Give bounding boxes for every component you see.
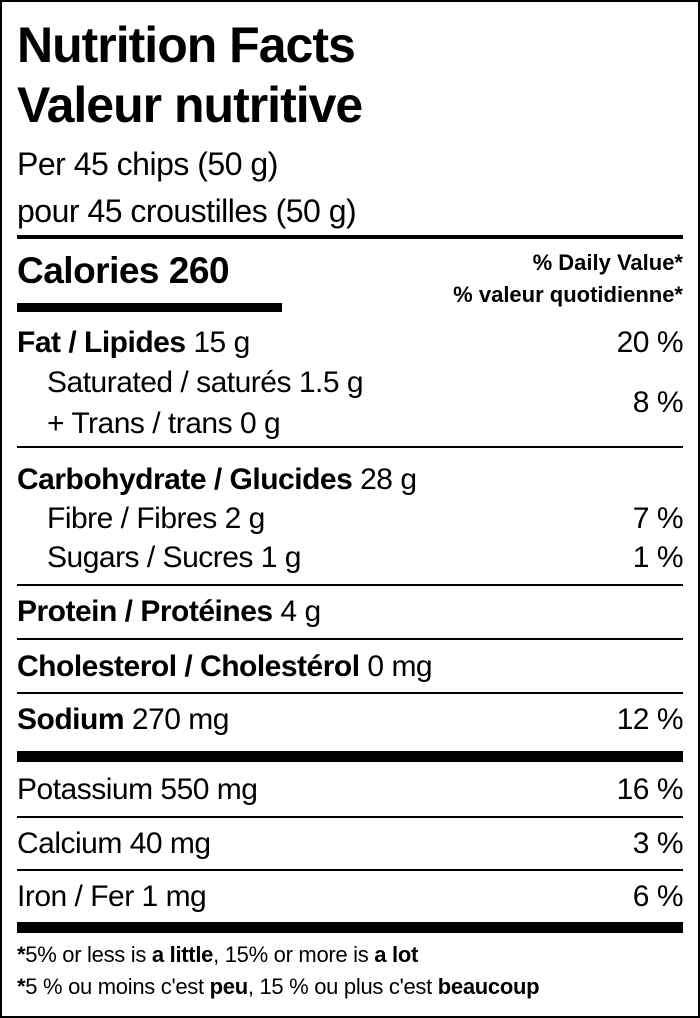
divider <box>17 869 683 871</box>
nutrient-row-cholesterol: Cholesterol / Cholestérol 0 mg <box>17 649 683 685</box>
serving-size-fr: pour 45 croustilles (50 g) <box>17 193 357 229</box>
nutrients-10-dv: 3 % <box>632 827 684 860</box>
nutrients-11-dv: 6 % <box>632 880 684 913</box>
nutrients-4-label: Fibre / Fibres <box>47 502 217 535</box>
footnote_fr-a: 5 % ou moins c'est <box>25 974 210 999</box>
daily-value-header-en: % Daily Value* <box>532 250 683 275</box>
nutrients-6-label: Protein / Protéines <box>17 595 273 628</box>
nutrients-1-label: Saturated / saturés <box>47 366 291 399</box>
nutrient-row-saturated-trans-dv: 8 % <box>17 385 684 421</box>
nutrient-row-saturated: Saturated / saturés 1.5 g <box>17 365 683 401</box>
nutrients-8-dv: 12 % <box>616 703 684 736</box>
title-fr: Valeur nutritive <box>17 77 363 133</box>
nutrient-row-calcium: Calcium 40 mg 3 % <box>17 826 684 862</box>
title-en: Nutrition Facts <box>17 17 356 73</box>
nutrients-5-label: Sugars / Sucres <box>47 541 253 574</box>
nutrients-6-amount: 4 g <box>280 595 321 628</box>
thick-divider <box>17 235 683 239</box>
nutrients-9-amount: 550 mg <box>160 773 258 806</box>
footnote_fr-star: * <box>17 974 26 999</box>
divider <box>17 638 683 640</box>
nutrients-9-label: Potassium <box>17 773 153 806</box>
daily-value-header-fr: % valeur quotidienne* <box>453 282 683 307</box>
footnote_en-a: 5% or less is <box>25 942 152 967</box>
nutrient-row-iron: Iron / Fer 1 mg 6 % <box>17 879 684 915</box>
footnote_fr-c: , 15 % ou plus c'est <box>247 974 438 999</box>
nutrients-2-label: + Trans / trans <box>47 407 233 440</box>
footnote_en-b: a little <box>151 942 214 967</box>
footnote_fr-b: peu <box>209 974 249 999</box>
nutrients-4-dv: 7 % <box>632 502 684 535</box>
nutrients-7-label: Cholesterol / Cholestérol <box>17 650 360 683</box>
nutrient-row-sugars: Sugars / Sucres 1 g 1 % <box>17 540 684 576</box>
divider <box>17 584 683 586</box>
nutrients-8-label: Sodium <box>17 703 125 736</box>
nutrients-0-dv: 20 % <box>616 326 684 359</box>
thick-divider <box>17 922 683 933</box>
calories: Calories 260 <box>17 248 230 294</box>
nutrients-5-amount: 1 g <box>260 541 302 574</box>
nutrients-4-amount: 2 g <box>224 502 266 535</box>
nutrients-1-amount: 1.5 g <box>298 366 364 399</box>
nutrients-2-amount: 0 g <box>239 407 281 440</box>
calories-bar <box>17 303 282 312</box>
footnote_en-d: a lot <box>374 942 418 967</box>
nutrients-11-label: Iron / Fer <box>17 880 134 913</box>
footnote-fr: *5 % ou moins c'est peu, 15 % ou plus c'… <box>17 972 540 1002</box>
nutrients-10-label: Calcium <box>17 827 122 860</box>
nutrients-0-label: Fat / Lipides <box>17 326 186 359</box>
footnote_en-star: * <box>17 942 26 967</box>
nutrient-row-fibre: Fibre / Fibres 2 g 7 % <box>17 501 684 537</box>
calories-label: Calories <box>17 250 160 291</box>
nutrients-7-amount: 0 mg <box>367 650 433 683</box>
nutrient-row-fat: Fat / Lipides 15 g 20 % <box>17 325 684 361</box>
nutrients-10-amount: 40 mg <box>129 827 211 860</box>
nutrient-row-sodium: Sodium 270 mg 12 % <box>17 702 684 738</box>
divider <box>17 692 683 694</box>
nutrient-row-potassium: Potassium 550 mg 16 % <box>17 772 684 808</box>
nutrient-row-protein: Protein / Protéines 4 g <box>17 594 683 630</box>
nutrients-11-amount: 1 mg <box>141 880 207 913</box>
nutrients-3-amount: 28 g <box>360 463 417 496</box>
footnote_en-c: , 15% or more is <box>213 942 375 967</box>
nutrients-0-amount: 15 g <box>193 326 250 359</box>
footnote-en: *5% or less is a little, 15% or more is … <box>17 940 418 970</box>
calories-value: 260 <box>168 250 230 291</box>
nutrients-5-dv: 1 % <box>632 541 684 574</box>
nutrients-8-amount: 270 mg <box>131 703 230 736</box>
thick-divider <box>17 751 683 762</box>
nutrient-row-carbohydrate: Carbohydrate / Glucides 28 g <box>17 462 683 498</box>
nutrients-3-label: Carbohydrate / Glucides <box>17 463 353 496</box>
nutrients-9-dv: 16 % <box>616 773 684 806</box>
nutrient-row-trans: + Trans / trans 0 g <box>17 406 683 442</box>
footnote_fr-d: beaucoup <box>437 974 540 999</box>
divider <box>17 446 683 448</box>
divider <box>17 816 683 818</box>
nutrients-2-dv: 8 % <box>632 386 684 419</box>
serving-size-en: Per 45 chips (50 g) <box>17 146 278 182</box>
